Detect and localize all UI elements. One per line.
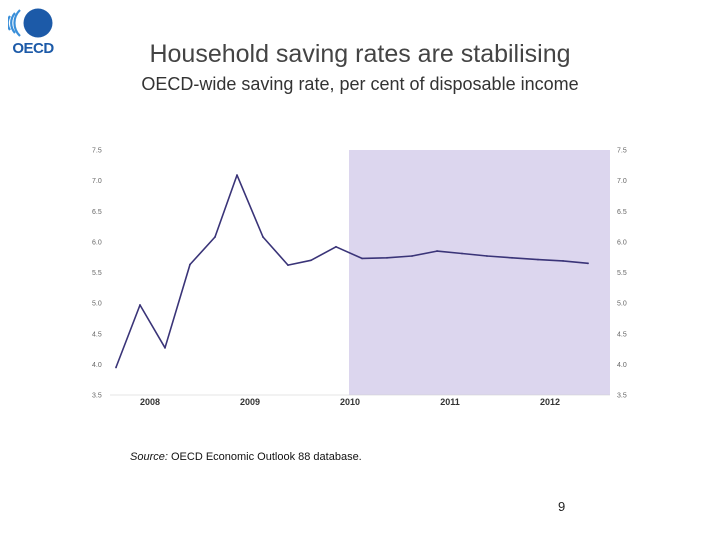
source-text: OECD Economic Outlook 88 database. [167,451,362,463]
y-tick-right: 6.0 [617,239,627,246]
y-axis-right: 3.5 4.0 4.5 5.0 5.5 6.0 6.5 7.0 7.5 [617,148,627,400]
data-point [361,257,363,260]
data-point [386,256,388,259]
data-point [461,252,463,255]
data-point [310,259,312,262]
data-point [164,346,166,349]
data-point [236,174,238,177]
y-tick-right: 7.5 [617,148,627,155]
y-tick-right: 7.0 [617,178,627,185]
y-tick-right: 5.5 [617,270,627,277]
data-point [214,236,216,238]
y-tick-left: 3.5 [92,393,102,400]
oecd-logo-text: OECD [12,40,54,57]
source-label: Source: [130,451,168,463]
x-tick-label: 2011 [440,397,460,407]
y-tick-right: 4.0 [617,362,627,369]
series-line [115,174,589,368]
data-point [139,304,141,306]
y-tick-left: 7.5 [92,148,102,155]
y-tick-right: 5.0 [617,301,627,308]
oecd-logo: OECD [6,6,58,58]
y-tick-right: 3.5 [617,393,627,400]
data-point [537,258,539,261]
y-axis-left: 3.5 4.0 4.5 5.0 5.5 6.0 6.5 7.0 7.5 [92,148,102,400]
data-point [115,366,117,369]
y-tick-left: 5.5 [92,270,102,277]
page-number: 9 [558,499,566,514]
page-title: Household saving rates are stabilising [149,40,571,68]
x-axis: 2008 2009 2010 2011 2012 [140,397,560,407]
x-tick-label: 2008 [140,397,160,407]
x-tick-label: 2009 [240,397,260,407]
y-tick-left: 6.5 [92,209,102,216]
data-point [287,264,289,267]
data-point [189,263,191,266]
y-tick-left: 4.0 [92,362,102,369]
data-point [562,259,564,262]
data-point [587,262,589,265]
y-tick-left: 5.0 [92,301,102,308]
data-point [335,245,337,248]
x-tick-label: 2010 [340,397,360,407]
oecd-logo-icon [6,8,53,38]
y-tick-right: 6.5 [617,209,627,216]
data-point [486,255,488,257]
y-tick-left: 7.0 [92,178,102,185]
source-note: Source: OECD Economic Outlook 88 databas… [130,451,362,463]
data-point [262,236,264,238]
data-point [511,256,513,259]
y-tick-left: 6.0 [92,239,102,246]
page-subtitle: OECD-wide saving rate, per cent of dispo… [141,74,579,94]
data-point [411,255,413,257]
data-point [436,250,438,252]
series-points [115,174,589,369]
y-tick-right: 4.5 [617,331,627,338]
x-tick-label: 2012 [540,397,560,407]
projection-shading [349,150,610,395]
y-tick-left: 4.5 [92,331,102,338]
